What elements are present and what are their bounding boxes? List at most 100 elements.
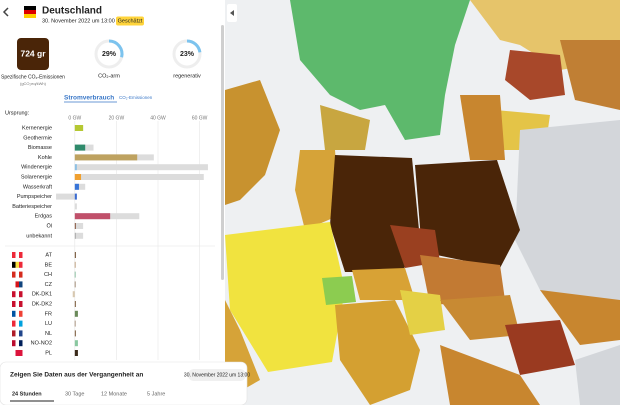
intensity-label: Spezifische CO₂-Emissionen xyxy=(1,74,65,80)
bar xyxy=(74,261,76,268)
flag xyxy=(19,340,23,347)
region xyxy=(352,268,415,300)
map[interactable] xyxy=(225,0,620,405)
category-label: Biomasse xyxy=(28,145,52,151)
tab-active[interactable]: Stromverbrauch xyxy=(64,95,114,102)
capacity-bar xyxy=(74,183,86,190)
bar xyxy=(74,310,78,317)
flag xyxy=(12,252,16,258)
flag xyxy=(19,291,23,298)
flag xyxy=(19,310,23,317)
region xyxy=(320,105,370,150)
range-tab[interactable]: 12 Monate xyxy=(101,391,127,397)
region xyxy=(225,80,280,205)
x-tick-label: 20 GW xyxy=(109,115,125,121)
region xyxy=(440,295,520,340)
category-label: NO-NO2 xyxy=(31,341,52,347)
flag xyxy=(19,350,23,356)
range-tab[interactable]: 24 Stunden xyxy=(12,391,42,397)
category-label: LU xyxy=(45,321,52,327)
tab-other[interactable]: CO₂-Emissionen xyxy=(119,95,153,100)
flag xyxy=(15,350,19,356)
flag xyxy=(15,320,19,327)
flag xyxy=(15,291,19,298)
history-datetime: 30. November 2022 um 13:00 xyxy=(184,372,250,378)
range-tabs: 24 Stunden 30 Tage 12 Monate 5 Jahre xyxy=(10,391,165,402)
bar xyxy=(74,223,76,229)
category-label: Pumpspeicher xyxy=(17,194,52,200)
flag xyxy=(12,350,16,356)
flag xyxy=(12,310,16,317)
flag xyxy=(12,330,16,337)
category-label: unbekannt xyxy=(26,233,52,239)
flag xyxy=(19,252,23,258)
intensity-value: 724 gr xyxy=(20,48,46,58)
history-title: Zeigen Sie Daten aus der Vergangenheit a… xyxy=(10,372,143,379)
badge xyxy=(116,16,144,26)
region xyxy=(515,120,620,330)
capacity-bar xyxy=(74,174,204,180)
scrollbar[interactable] xyxy=(221,25,224,280)
bar xyxy=(74,252,76,258)
low-carbon-label: CO₂-arm xyxy=(98,73,120,79)
range-tab[interactable]: 30 Tage xyxy=(65,391,84,397)
range-tab[interactable]: 5 Jahre xyxy=(147,391,165,397)
flag xyxy=(19,281,23,288)
flag xyxy=(12,261,16,268)
origin-label: Ursprung: xyxy=(5,110,30,116)
x-tick-label: 0 GW xyxy=(68,115,81,121)
flag xyxy=(12,301,16,307)
renewable-label: regenerativ xyxy=(173,73,201,79)
category-label: Wasserkraft xyxy=(23,184,53,190)
category-label: AT xyxy=(45,252,52,258)
category-label: Geothermie xyxy=(23,135,52,141)
bar xyxy=(74,330,76,337)
date-pill[interactable] xyxy=(188,369,246,381)
category-label: Batteriespeicher xyxy=(12,204,52,210)
capacity-bar xyxy=(56,193,75,200)
flag xyxy=(15,340,19,347)
bar xyxy=(74,154,138,161)
category-label: DK-DK1 xyxy=(32,292,52,298)
flag xyxy=(15,330,19,337)
bar xyxy=(74,183,79,190)
flag xyxy=(19,301,23,307)
bar xyxy=(74,301,76,307)
category-label: CH xyxy=(44,272,52,278)
badge-text: Geschätzt xyxy=(118,18,143,24)
flag xyxy=(19,261,23,268)
flag xyxy=(19,271,23,278)
flag xyxy=(15,301,19,307)
region xyxy=(415,160,520,268)
flag-stripe xyxy=(24,10,36,14)
region xyxy=(505,50,565,100)
flag-stripe xyxy=(24,6,36,10)
low-carbon-value: 29% xyxy=(102,51,117,58)
flag-stripe xyxy=(24,14,36,18)
region xyxy=(420,255,505,305)
bar xyxy=(74,193,77,200)
x-tick-label: 60 GW xyxy=(192,115,208,121)
bar xyxy=(74,164,77,171)
category-label: Öl xyxy=(47,222,53,229)
flag xyxy=(12,291,16,298)
flag xyxy=(15,281,19,288)
renewable-value: 23% xyxy=(180,51,195,58)
bar xyxy=(74,125,84,131)
bar xyxy=(74,350,78,356)
region xyxy=(400,290,445,335)
flag xyxy=(15,261,19,268)
bar xyxy=(74,144,86,151)
category-label: DK-DK2 xyxy=(32,301,52,307)
category-label: PL xyxy=(45,350,52,356)
capacity-bar xyxy=(74,232,84,239)
capacity-bar xyxy=(74,164,208,171)
bar xyxy=(74,320,76,327)
category-label: Solarenergie xyxy=(21,174,52,180)
back-arrow[interactable] xyxy=(2,7,9,17)
flag xyxy=(19,320,23,327)
bar xyxy=(74,213,111,220)
region xyxy=(225,222,345,372)
category-label: CZ xyxy=(45,282,53,288)
category-label: Kohle xyxy=(38,155,52,161)
